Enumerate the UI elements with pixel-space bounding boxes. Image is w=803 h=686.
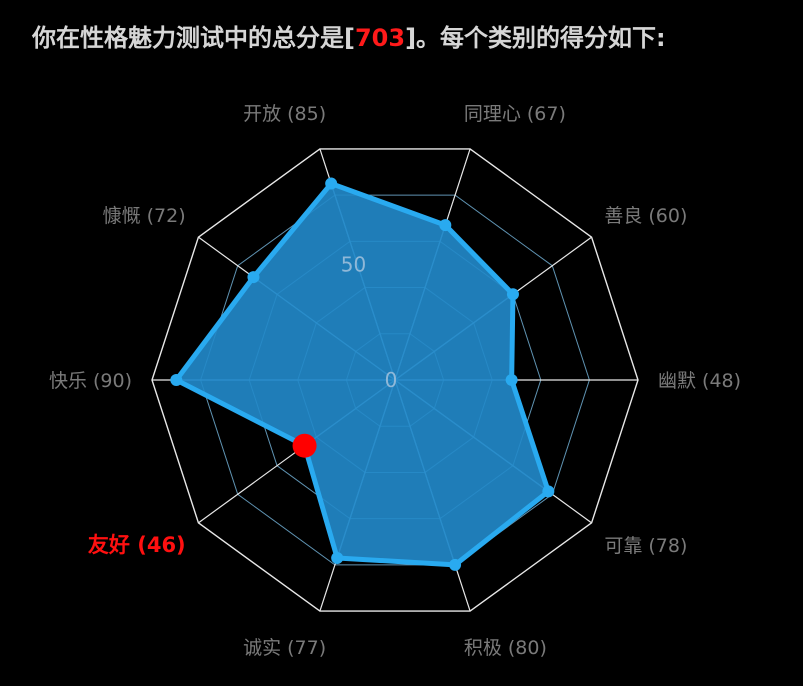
axis-label-幽默: 幽默 (48) xyxy=(658,370,741,392)
axis-label-同理心: 同理心 (67) xyxy=(464,103,566,125)
data-point-同理心 xyxy=(439,219,452,232)
title-prefix: 你在性格魅力测试中的总分是[ xyxy=(32,24,355,52)
radar-series xyxy=(170,177,555,571)
axis-label-友好: 友好 (46) xyxy=(88,533,186,557)
tick-label-50: 50 xyxy=(341,252,366,276)
axis-label-积极: 积极 (80) xyxy=(464,637,547,659)
data-point-幽默 xyxy=(505,374,518,386)
data-point-可靠 xyxy=(542,485,555,498)
data-point-诚实 xyxy=(331,551,344,564)
axis-label-快乐: 快乐 (90) xyxy=(49,370,132,392)
axis-label-诚实: 诚实 (77) xyxy=(243,637,326,659)
data-point-善良 xyxy=(506,288,519,301)
radar-tick-labels: 0 50 xyxy=(341,252,398,392)
data-point-开放 xyxy=(325,177,338,190)
axis-label-善良: 善良 (60) xyxy=(604,205,687,227)
axis-label-慷慨: 慷慨 (72) xyxy=(103,204,186,227)
axis-label-开放: 开放 (85) xyxy=(243,103,326,125)
page-title: 你在性格魅力测试中的总分是[703]。每个类别的得分如下: xyxy=(32,18,666,53)
data-point-友好 xyxy=(292,433,317,458)
total-score: 703 xyxy=(354,24,406,52)
axis-label-可靠: 可靠 (78) xyxy=(604,535,687,557)
title-suffix: ]。每个类别的得分如下: xyxy=(405,24,666,52)
data-point-快乐 xyxy=(170,374,183,386)
data-point-积极 xyxy=(449,558,462,571)
series-area xyxy=(176,183,549,565)
data-point-慷慨 xyxy=(247,271,260,284)
tick-label-0: 0 xyxy=(385,368,398,392)
radar-axis-labels: 开放 (85) 同理心 (67) 善良 (60) 幽默 (48) 可靠 (78) 积极 (… xyxy=(49,103,741,659)
